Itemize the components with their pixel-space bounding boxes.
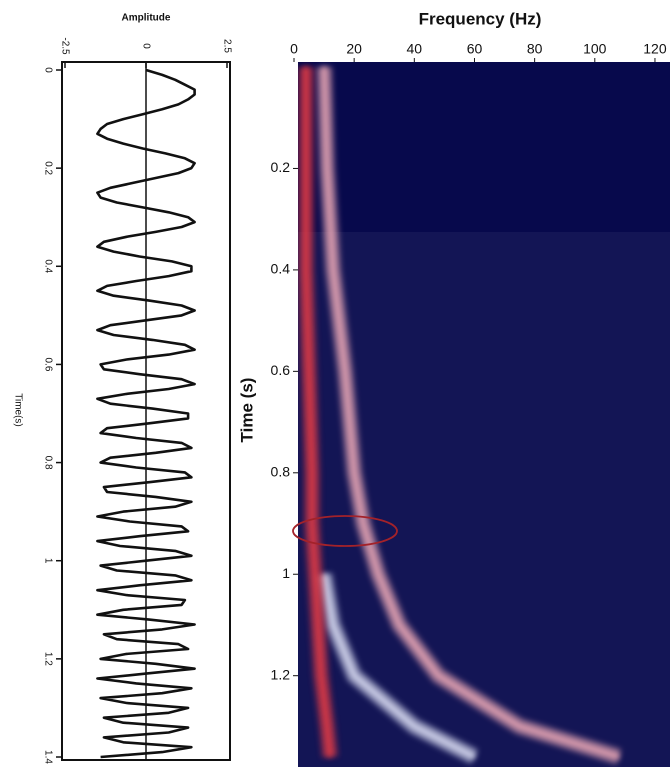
y-tick-label: 1 <box>282 565 290 581</box>
x-axis-title: Frequency (Hz) <box>419 9 542 28</box>
x-tick-label: 0 <box>290 41 298 57</box>
y-tick-label: 1.4 <box>42 750 53 764</box>
trace-line <box>96 68 196 759</box>
y-tick-label: 0.4 <box>42 259 53 273</box>
x-tick-label: 60 <box>467 41 483 57</box>
x-tick-label: 0 <box>140 43 151 49</box>
y-axis-title: Time (s) <box>237 378 256 443</box>
x-tick-label: 40 <box>407 41 423 57</box>
spectrogram-background <box>298 62 670 767</box>
spectrogram <box>298 62 670 767</box>
y-tick-label: 0.2 <box>42 161 53 175</box>
ridge <box>321 66 620 760</box>
trace-y-label: Time(s) <box>12 393 23 427</box>
x-tick-label: 120 <box>643 41 667 57</box>
y-tick-label: 0.6 <box>271 362 291 378</box>
x-tick-label: 100 <box>583 41 607 57</box>
x-tick-label: 20 <box>346 41 362 57</box>
y-tick-label: 0 <box>42 67 53 73</box>
ridge <box>303 67 333 758</box>
y-tick-label: 0.6 <box>42 357 53 371</box>
y-tick-label: 0.2 <box>271 159 291 175</box>
y-tick-label: 1.2 <box>42 652 53 666</box>
x-tick-label: -2.5 <box>59 37 70 55</box>
x-tick-label: 80 <box>527 41 543 57</box>
y-tick-label: 1.2 <box>271 666 291 682</box>
trace-title: Amplitude <box>122 13 171 24</box>
y-tick-label: 0.8 <box>42 456 53 470</box>
y-tick-label: 1 <box>42 558 53 564</box>
x-tick-label: 2.5 <box>221 39 232 53</box>
highlight-ellipse <box>292 515 398 547</box>
y-tick-label: 0.4 <box>271 261 291 277</box>
ridge <box>321 573 476 760</box>
y-tick-label: 0.8 <box>271 464 291 480</box>
